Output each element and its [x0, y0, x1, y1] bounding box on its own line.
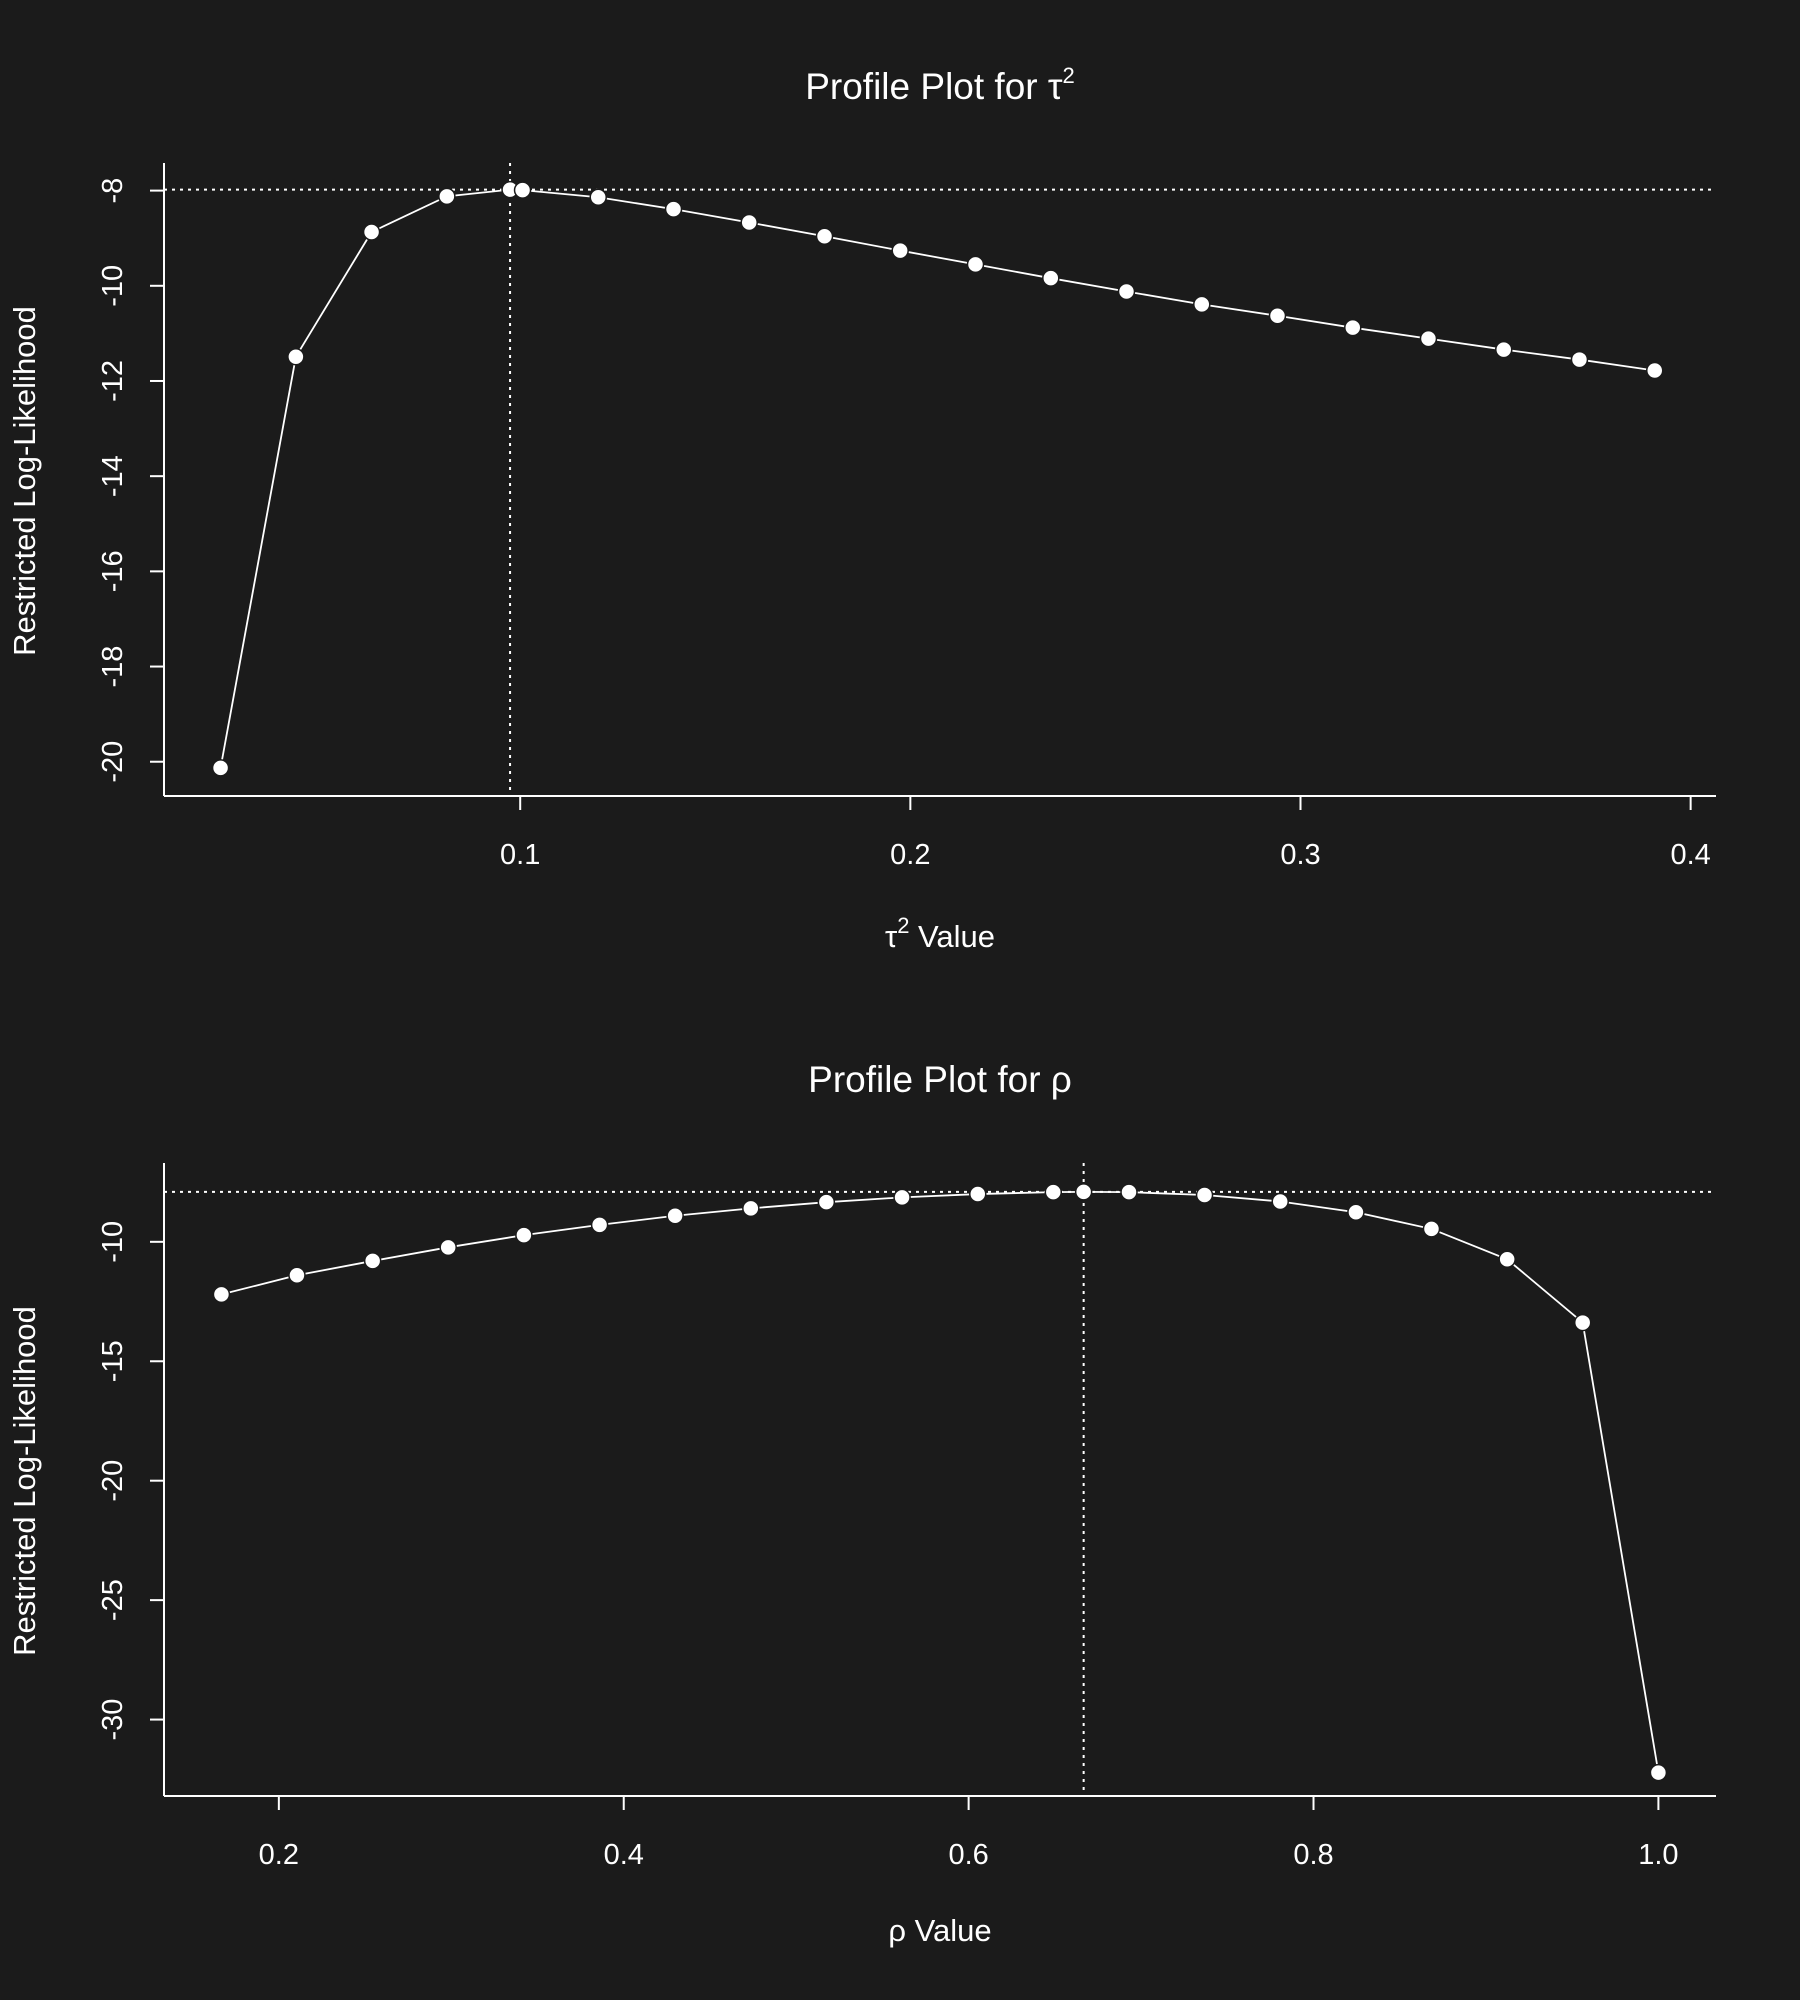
panel-tau2-data-point: [1495, 340, 1513, 359]
panel-rho-y-tick-label: -20: [97, 1460, 129, 1502]
panel-rho-title: Profile Plot for ρ: [808, 1059, 1072, 1100]
panel-rho-data-point: [1649, 1763, 1668, 1782]
panel-tau2-y-tick-label: -18: [97, 646, 129, 688]
panel-rho-data-point: [1195, 1186, 1214, 1204]
panel-rho-x-tick-label: 0.4: [604, 1839, 644, 1871]
panel-tau2-data-point: [1042, 269, 1060, 287]
panel-rho-y-tick-label: -25: [97, 1579, 129, 1621]
panel-tau2-data-point: [1419, 329, 1438, 348]
panel-rho-x-axis: 0.2 0.4 0.6 0.8 1.0: [164, 1795, 1716, 1871]
panel-rho-y-axis-label: Restricted Log-Likelihood: [7, 1306, 42, 1656]
panel-rho-data-point: [363, 1252, 382, 1270]
panel-rho-data-point: [590, 1216, 609, 1234]
panel-tau2-data-point: [664, 200, 683, 218]
panel-tau2-title: Profile Plot for τ2: [805, 63, 1075, 107]
panel-tau2-data-point: [211, 759, 230, 777]
panel-rho-data-point: [439, 1238, 457, 1257]
panel-tau2-y-axis-label: Restricted Log-Likelihood: [7, 306, 42, 656]
panel-rho: Profile Plot for ρ -30-25-20-15-10 0.2 0.…: [7, 1059, 1716, 1948]
panel-rho-y-tick-label: -30: [97, 1699, 129, 1741]
panel-tau2-data-point: [815, 227, 834, 246]
panel-rho-x-tick-label: 0.6: [948, 1839, 988, 1871]
panel-rho-data-point: [742, 1199, 760, 1218]
panel-tau2-x-axis-label-superscript: 2: [897, 913, 909, 938]
panel-rho-data-point: [1074, 1183, 1093, 1201]
panel-tau2-y-tick-label: -8: [97, 178, 129, 204]
panel-tau2-data-point: [1344, 318, 1362, 337]
panel-tau2-title-superscript: 2: [1063, 63, 1075, 88]
panel-rho-y-tick-label: -15: [97, 1340, 129, 1382]
panel-rho-data-point: [1347, 1203, 1365, 1221]
panel-rho-data-point: [1044, 1183, 1063, 1201]
panel-rho-y-axis: -30 -25 -20 -15 -10: [97, 1163, 165, 1796]
panel-tau2-y-tick-label: -12: [97, 360, 129, 402]
panel-rho-data-point: [1422, 1220, 1441, 1238]
panel-rho-data-point: [515, 1226, 533, 1244]
panel-tau2-data-point: [513, 181, 532, 199]
panel-tau2-data-point: [1193, 295, 1211, 314]
panel-rho-data-point: [817, 1193, 836, 1211]
panel-tau2-data-point: [740, 213, 758, 232]
panel-rho-data-point: [288, 1266, 306, 1285]
panel-tau2-x-axis-label: τ2 Value: [885, 913, 995, 954]
panel-tau2-data-point: [287, 347, 305, 366]
panel-tau2-data-point: [1268, 307, 1287, 325]
panel-tau2-data-point: [1117, 282, 1136, 301]
panel-rho-y-tick-label: -10: [97, 1221, 129, 1263]
panel-rho-data-point: [893, 1188, 911, 1207]
panel-tau2-x-tick-label: 0.2: [890, 839, 930, 871]
panel-rho-data-point: [1271, 1192, 1289, 1211]
panel-tau2-y-axis: -20 -18 -16 -14 -12 -10 -8: [97, 163, 165, 796]
panel-tau2-x-tick-label: 0.4: [1670, 839, 1710, 871]
panel-tau2-data-point: [1645, 361, 1664, 380]
panel-rho-x-tick-label: 1.0: [1638, 1839, 1678, 1871]
panel-tau2-y-tick-label: -16: [97, 550, 129, 592]
panel-tau2-x-tick-label: 0.3: [1280, 839, 1320, 871]
panel-tau2-data-point: [362, 223, 381, 241]
panel-rho-x-tick-label: 0.2: [259, 1839, 299, 1871]
panel-rho-data-point: [969, 1185, 987, 1203]
panel-tau2-data-point: [891, 241, 909, 260]
panel-rho-x-tick-label: 0.8: [1293, 1839, 1333, 1871]
panel-tau2-data-point: [438, 187, 456, 206]
panel-rho-x-axis-label: ρ Value: [888, 1913, 991, 1948]
panel-tau2-y-tick-label: -14: [97, 455, 129, 497]
panel-rho-data-point: [666, 1207, 684, 1225]
panel-tau2-data-point: [966, 255, 985, 274]
panel-tau2-y-tick-label: -20: [97, 741, 129, 783]
panel-tau2-x-tick-label: 0.1: [500, 839, 540, 871]
panel-tau2-data-point: [1570, 350, 1589, 369]
panel-rho-data-point: [1120, 1183, 1138, 1201]
panel-tau2-x-axis: 0.1 0.2 0.3 0.4: [164, 795, 1716, 871]
panel-rho-data-point: [1573, 1313, 1592, 1332]
panel-tau2: Profile Plot for τ2 -20 -18 -16 -14 -12 -10 -8…: [7, 63, 1716, 954]
panel-rho-data-point: [212, 1285, 231, 1304]
panel-tau2-y-tick-label: -10: [97, 265, 129, 307]
panel-rho-data-point: [1498, 1250, 1516, 1269]
panel-tau2-data-point: [589, 188, 607, 207]
